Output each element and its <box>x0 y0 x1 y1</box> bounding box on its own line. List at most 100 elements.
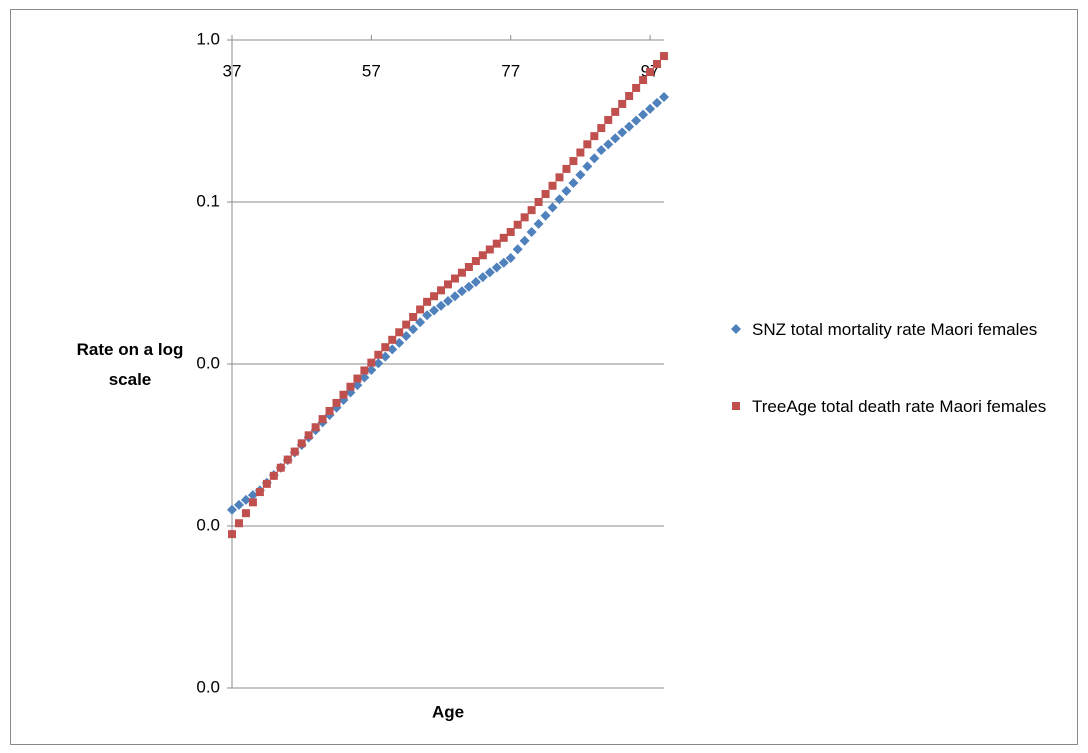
data-point <box>499 233 508 242</box>
data-point <box>401 330 412 341</box>
data-point <box>429 305 440 316</box>
data-point <box>352 380 363 391</box>
data-point <box>360 366 369 375</box>
data-point <box>395 328 404 337</box>
data-point <box>491 262 502 273</box>
data-point <box>402 320 411 329</box>
data-point <box>318 415 327 424</box>
data-point <box>541 190 550 199</box>
data-point <box>255 488 264 497</box>
data-point <box>269 471 278 480</box>
data-point <box>533 218 544 229</box>
data-point <box>604 115 613 124</box>
data-point <box>589 153 600 164</box>
data-point <box>325 406 334 415</box>
data-point <box>470 276 481 287</box>
y-tick-label: 0.0 <box>196 677 220 696</box>
data-point <box>297 439 306 448</box>
data-point <box>653 59 662 68</box>
data-point <box>240 494 251 505</box>
data-point <box>457 268 466 277</box>
data-point <box>646 68 655 77</box>
data-point <box>339 390 348 399</box>
data-point <box>519 235 530 246</box>
data-point <box>611 107 620 116</box>
data-point <box>582 161 593 172</box>
data-point <box>450 274 459 283</box>
data-point <box>603 139 614 150</box>
data-point <box>471 257 480 266</box>
data-point <box>527 206 536 215</box>
data-point <box>583 140 592 149</box>
y-tick-label: 0.0 <box>196 515 220 534</box>
data-point <box>639 76 648 85</box>
data-point <box>304 431 313 440</box>
data-point <box>652 97 663 108</box>
data-point <box>380 351 391 362</box>
data-point <box>408 324 419 335</box>
data-point <box>534 198 543 206</box>
data-point <box>512 244 523 255</box>
data-point <box>617 127 628 138</box>
data-point <box>625 92 634 101</box>
data-point <box>492 239 501 248</box>
data-point <box>346 382 355 391</box>
data-point <box>423 297 432 306</box>
data-point <box>373 358 384 369</box>
data-point <box>387 344 398 355</box>
data-point <box>569 157 578 166</box>
data-point <box>381 343 390 352</box>
data-point <box>449 291 460 302</box>
data-point <box>575 169 586 180</box>
data-point <box>624 121 635 132</box>
data-point <box>367 358 376 367</box>
data-point <box>290 447 299 456</box>
data-point <box>547 202 558 213</box>
data-point <box>562 164 571 173</box>
data-point <box>555 173 564 182</box>
data-point <box>374 350 383 359</box>
data-point <box>248 498 257 507</box>
data-point <box>394 337 405 348</box>
data-point <box>416 305 425 314</box>
data-point <box>520 213 529 222</box>
data-point <box>505 253 516 264</box>
data-point <box>463 281 474 292</box>
y-axis-label: Rate on a log scale <box>76 340 184 389</box>
data-point <box>568 178 579 189</box>
data-point <box>388 335 397 344</box>
data-point <box>366 365 377 376</box>
data-point <box>262 479 271 488</box>
data-point <box>409 313 418 322</box>
data-point <box>247 490 258 501</box>
data-point <box>415 317 426 328</box>
y-tick-label: 1.0 <box>196 29 220 48</box>
data-point <box>464 262 473 271</box>
data-point <box>430 292 439 301</box>
data-point <box>276 463 285 472</box>
data-point <box>540 210 551 221</box>
data-point <box>554 194 565 205</box>
legend-label: TreeAge total death rate Maori females <box>752 397 1047 416</box>
data-point <box>632 83 641 92</box>
data-point <box>618 99 627 108</box>
legend-label: SNZ total mortality rate Maori females <box>752 320 1038 339</box>
data-point <box>234 519 243 528</box>
x-tick-label: 57 <box>362 61 381 80</box>
data-point <box>660 52 668 61</box>
data-point <box>597 124 606 133</box>
data-point <box>590 132 599 141</box>
data-point <box>498 257 509 268</box>
data-point <box>353 374 362 383</box>
x-tick-label: 37 <box>223 61 242 80</box>
data-point <box>596 145 607 156</box>
data-point <box>638 109 649 120</box>
data-point <box>631 115 642 126</box>
legend-marker <box>731 324 741 334</box>
data-point <box>437 286 446 295</box>
data-point <box>526 226 537 237</box>
data-point <box>477 272 488 283</box>
data-point <box>228 530 236 539</box>
